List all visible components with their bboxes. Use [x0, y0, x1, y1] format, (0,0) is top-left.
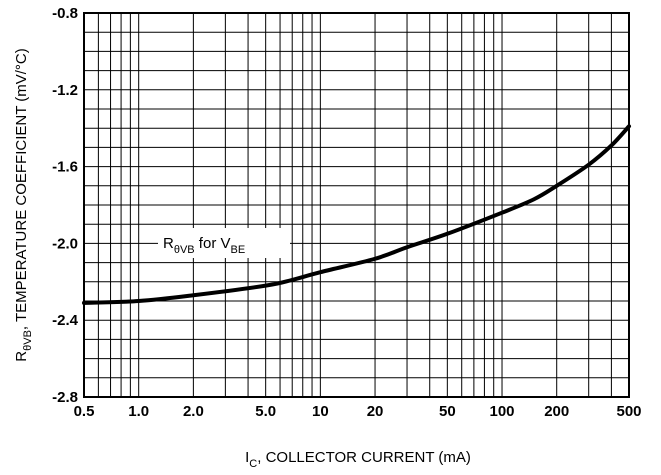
- x-tick-label: 50: [439, 403, 456, 420]
- x-tick-label: 0.5: [74, 403, 95, 420]
- plot-frame: [83, 12, 630, 398]
- x-tick-label: 5.0: [255, 403, 276, 420]
- series-label: RθVB for VBE: [163, 235, 245, 256]
- x-tick-label: 10: [312, 403, 329, 420]
- grid-lines: [83, 12, 630, 398]
- x-tick-label: 500: [616, 403, 641, 420]
- y-axis-label: RθVB, TEMPERATURE COEFFICIENT (mV/°C): [13, 48, 34, 361]
- x-tick-label: 1.0: [128, 403, 149, 420]
- y-tick-label: -0.8: [52, 5, 78, 22]
- y-tick-label: -1.2: [52, 82, 78, 99]
- tick-labels: 0.5 1.0 2.0 5.0 10 20 50 100 200 500 -0.8 -1.2 -1.6 -…: [52, 5, 641, 420]
- x-tick-label: 20: [367, 403, 384, 420]
- y-tick-label: -1.6: [52, 159, 78, 176]
- series-line-rthetavb: [82, 124, 631, 305]
- x-tick-label: 2.0: [183, 403, 204, 420]
- y-tick-label: -2.4: [52, 312, 79, 329]
- series-label-background: [158, 228, 290, 258]
- y-tick-label: -2.0: [52, 235, 78, 252]
- y-tick-label: -2.8: [52, 389, 78, 406]
- x-tick-label: 100: [490, 403, 515, 420]
- x-axis-label: IC, COLLECTOR CURRENT (mA): [245, 449, 471, 470]
- x-tick-label: 200: [544, 403, 569, 420]
